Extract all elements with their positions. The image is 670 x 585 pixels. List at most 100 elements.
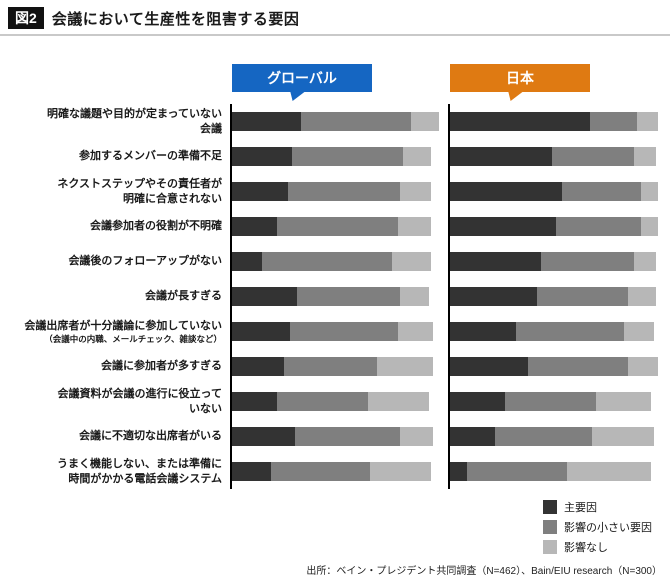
bar-segment-minor xyxy=(270,462,371,481)
global-bar-cell xyxy=(230,314,448,349)
global-bar-cell xyxy=(230,174,448,209)
bar-segment-minor xyxy=(283,357,377,376)
category-label: 会議資料が会議の進行に役立って いない xyxy=(8,384,230,419)
category-label: うまく機能しない、または準備に 時間がかかる電話会議システム xyxy=(8,454,230,489)
bar-segment-primary xyxy=(450,147,552,166)
japan-bar-cell xyxy=(448,349,662,384)
japan-bar-cell xyxy=(448,174,662,209)
japan-stacked-bar xyxy=(450,112,662,131)
legend-swatch xyxy=(543,500,557,514)
japan-bar-cell xyxy=(448,314,662,349)
spacer-cell xyxy=(8,36,230,104)
bar-segment-primary xyxy=(232,427,295,446)
figure-badge: 図2 xyxy=(8,7,44,29)
group-label-japan: 日本 xyxy=(450,64,590,92)
legend-swatch xyxy=(543,520,557,534)
bar-segment-none xyxy=(623,322,654,341)
japan-stacked-bar xyxy=(450,462,662,481)
category-label-line: 時間がかかる電話会議システム xyxy=(68,472,222,485)
bar-segment-none xyxy=(640,182,658,201)
bar-segment-none xyxy=(628,357,658,376)
category-label-line: 会議資料が会議の進行に役立って xyxy=(57,388,222,401)
bar-segment-none xyxy=(628,287,656,306)
legend-swatch xyxy=(543,540,557,554)
category-label-line: ネクストステップやその責任者が xyxy=(57,178,222,191)
bar-segment-minor xyxy=(292,147,403,166)
category-label-line: 会議に不適切な出席者がいる xyxy=(79,430,222,443)
japan-column-header: 日本 xyxy=(448,36,662,104)
global-stacked-bar xyxy=(232,182,448,201)
bar-segment-none xyxy=(368,392,429,411)
group-label-global: グローバル xyxy=(232,64,372,92)
bar-segment-minor xyxy=(589,112,637,131)
bar-segment-none xyxy=(596,392,652,411)
bar-segment-primary xyxy=(450,252,542,271)
japan-bar-cell xyxy=(448,244,662,279)
category-label-line: 明確に合意されない xyxy=(123,192,222,205)
bar-segment-none xyxy=(636,112,658,131)
bar-segment-minor xyxy=(528,357,629,376)
japan-bar-cell xyxy=(448,419,662,454)
bar-segment-none xyxy=(634,147,656,166)
legend: 主要因 影響の小さい要因 影響なし xyxy=(543,499,662,555)
japan-stacked-bar xyxy=(450,392,662,411)
category-label-line: 会議に参加者が多すぎる xyxy=(101,360,222,373)
global-stacked-bar xyxy=(232,252,448,271)
global-stacked-bar xyxy=(232,462,448,481)
bar-segment-none xyxy=(370,462,431,481)
category-label-line: 会議が長すぎる xyxy=(145,290,222,303)
bar-segment-primary xyxy=(450,427,495,446)
global-bar-cell xyxy=(230,454,448,489)
bar-segment-minor xyxy=(536,287,629,306)
bar-segment-none xyxy=(566,462,652,481)
japan-stacked-bar xyxy=(450,322,662,341)
bar-segment-primary xyxy=(232,357,284,376)
global-bar-cell xyxy=(230,104,448,139)
global-column-header: グローバル xyxy=(230,36,448,104)
global-bar-cell xyxy=(230,349,448,384)
bar-segment-primary xyxy=(450,217,556,236)
bar-segment-none xyxy=(376,357,433,376)
bar-segment-primary xyxy=(232,252,263,271)
category-label: ネクストステップやその責任者が 明確に合意されない xyxy=(8,174,230,209)
bar-segment-minor xyxy=(551,147,635,166)
bar-segment-primary xyxy=(450,182,563,201)
japan-stacked-bar xyxy=(450,427,662,446)
bar-segment-none xyxy=(640,217,658,236)
bar-segment-primary xyxy=(232,322,291,341)
category-label: 会議参加者の役割が不明確 xyxy=(8,209,230,244)
bar-segment-none xyxy=(398,322,433,341)
bar-segment-primary xyxy=(232,147,293,166)
japan-stacked-bar xyxy=(450,147,662,166)
bar-segment-primary xyxy=(232,287,297,306)
bar-segment-primary xyxy=(232,462,271,481)
japan-stacked-bar xyxy=(450,217,662,236)
figure-header: 図2 会議において生産性を阻害する要因 xyxy=(8,0,662,34)
japan-bar-cell xyxy=(448,279,662,314)
bar-segment-minor xyxy=(466,462,567,481)
bar-segment-primary xyxy=(232,182,289,201)
japan-bar-cell xyxy=(448,104,662,139)
bar-segment-primary xyxy=(450,392,506,411)
category-label: 会議に不適切な出席者がいる xyxy=(8,419,230,454)
category-label-line: 明確な議題や目的が定まっていない xyxy=(46,108,222,121)
bar-segment-none xyxy=(592,427,654,446)
header-divider xyxy=(0,34,670,36)
global-bar-cell xyxy=(230,244,448,279)
bar-segment-none xyxy=(634,252,656,271)
bar-segment-minor xyxy=(494,427,593,446)
global-stacked-bar xyxy=(232,357,448,376)
bar-segment-primary xyxy=(232,112,302,131)
bar-segment-minor xyxy=(562,182,641,201)
global-stacked-bar xyxy=(232,147,448,166)
global-stacked-bar xyxy=(232,427,448,446)
source-note: 出所：ベイン・プレジデント共同調査（N=462）、Bain/EIU resear… xyxy=(306,566,662,577)
category-label: 参加するメンバーの準備不足 xyxy=(8,139,230,174)
figure-title: 会議において生産性を阻害する要因 xyxy=(51,10,300,28)
bar-segment-minor xyxy=(262,252,392,271)
category-label: 会議に参加者が多すぎる xyxy=(8,349,230,384)
bar-segment-primary xyxy=(450,357,529,376)
bar-segment-primary xyxy=(450,287,537,306)
category-label-line: うまく機能しない、または準備に xyxy=(57,458,222,471)
